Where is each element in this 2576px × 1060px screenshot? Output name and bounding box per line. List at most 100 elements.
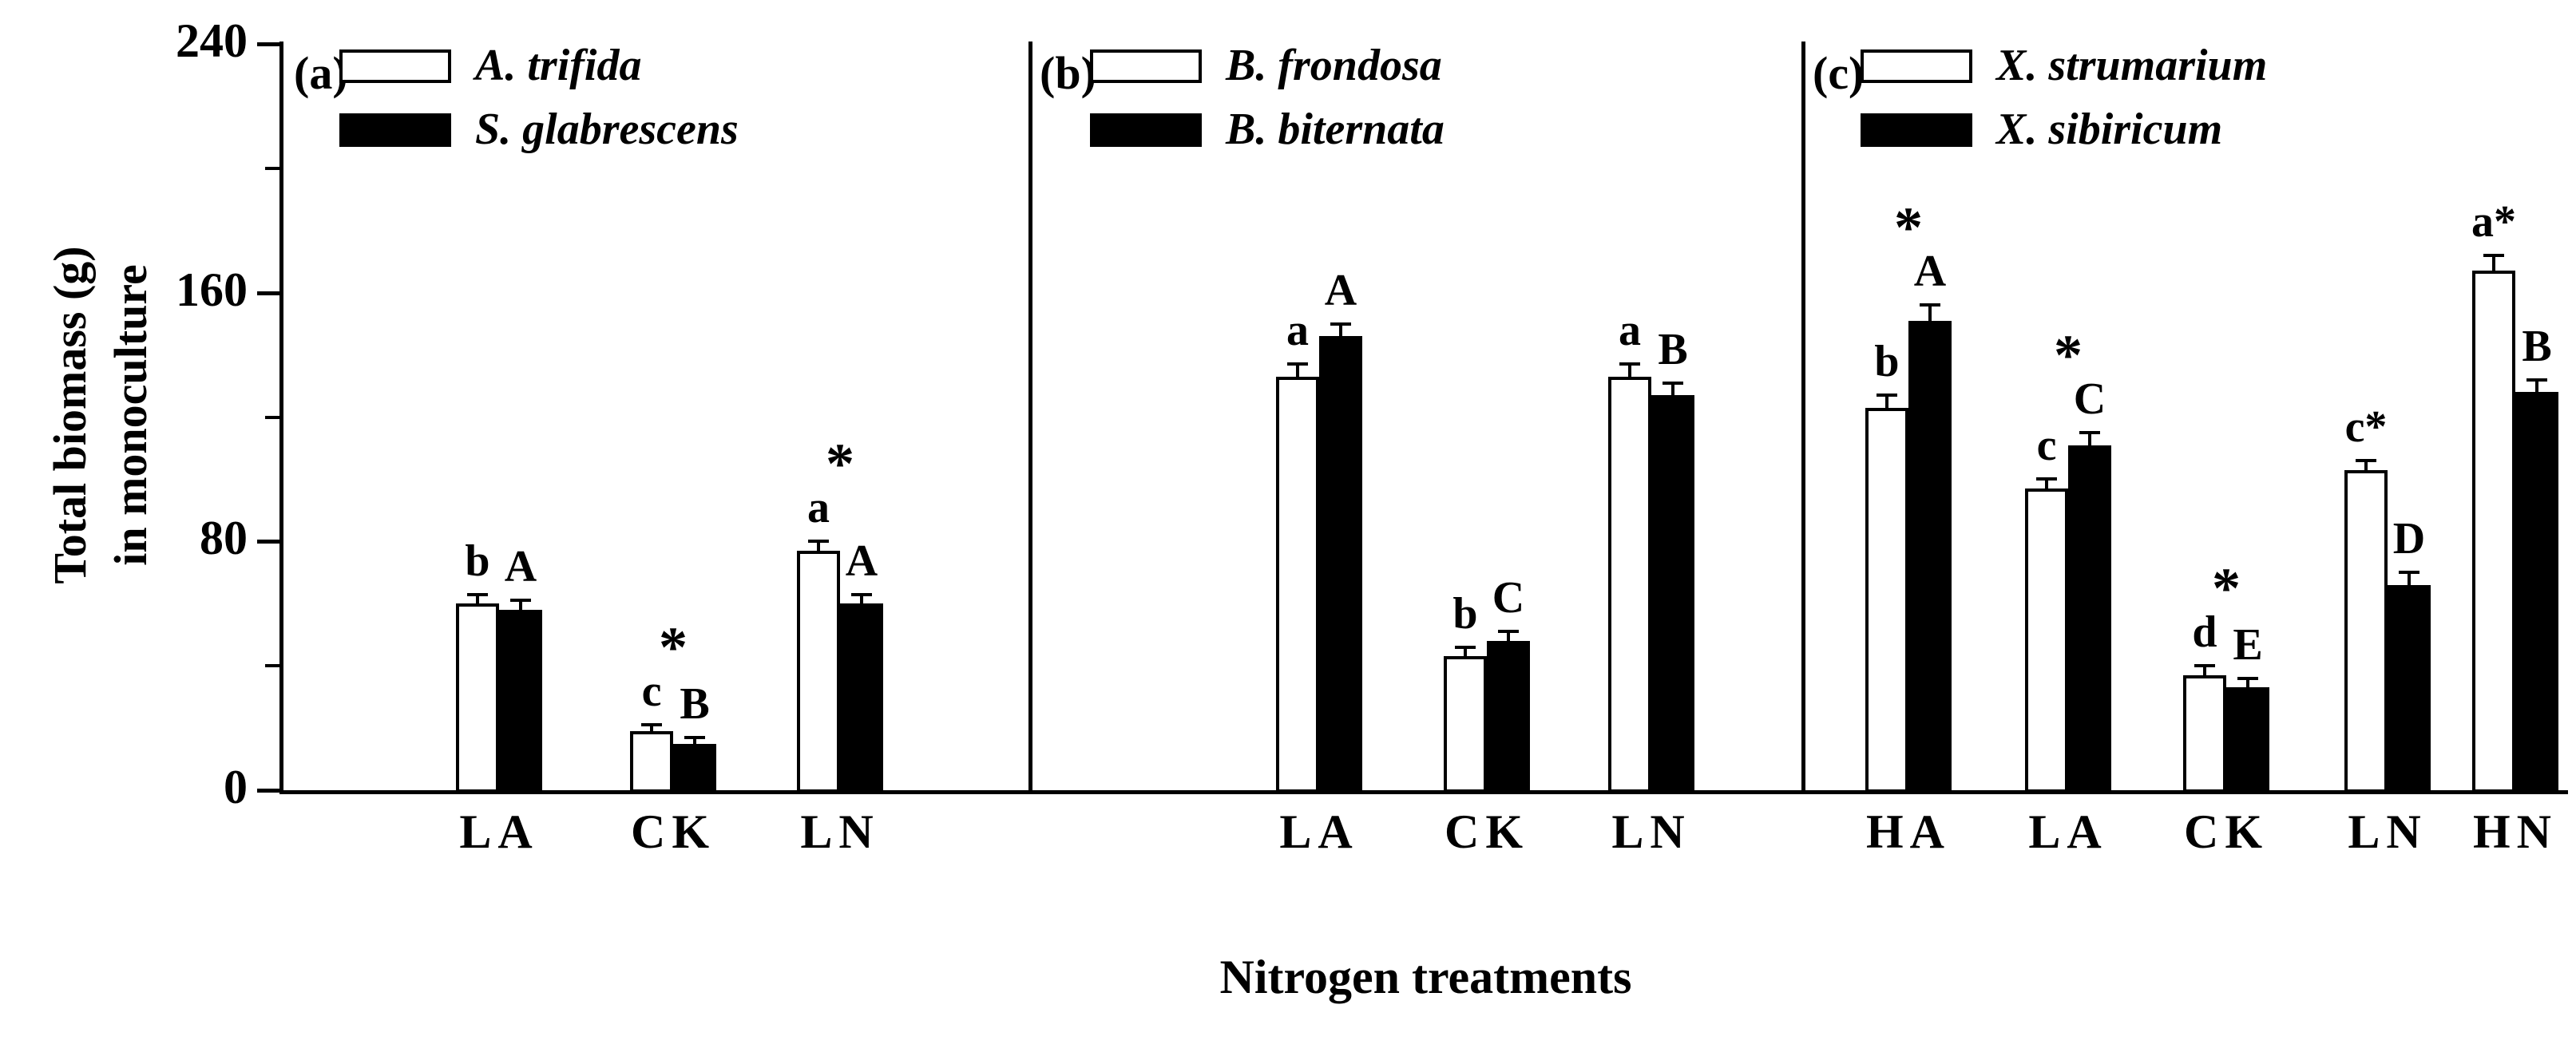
error-bar-cap — [684, 735, 705, 739]
error-bar-cap — [2079, 430, 2100, 434]
error-bar-line — [2246, 678, 2249, 688]
y-tick-minor — [265, 166, 279, 170]
bar-open — [2183, 674, 2226, 793]
bar-solid — [1651, 395, 1694, 793]
error-bar-cap — [2356, 459, 2376, 463]
error-bar-cap — [1619, 362, 1640, 366]
bar-solid — [2515, 392, 2558, 793]
x-category-label: HN — [2473, 805, 2558, 858]
x-category-label: LA — [459, 805, 539, 858]
bar-letter-label: a* — [2471, 196, 2516, 247]
error-bar-line — [2088, 432, 2091, 445]
error-bar-cap — [1455, 645, 1476, 649]
error-bar-line — [1885, 395, 1888, 408]
bar-open — [797, 551, 840, 793]
legend-swatch-solid — [1090, 113, 1202, 147]
bar-solid — [2068, 445, 2111, 793]
bar-letter-label: b — [1874, 337, 1900, 387]
bar-letter-label: C — [2073, 374, 2106, 424]
bar-letter-label: D — [2392, 514, 2426, 564]
bar-solid — [2388, 584, 2431, 793]
error-bar-cap — [1498, 630, 1519, 634]
legend-label: X. sibiricum — [1996, 105, 2223, 154]
error-bar-cap — [1877, 394, 1897, 398]
error-bar-cap — [1920, 303, 1940, 307]
error-bar-line — [693, 737, 696, 744]
bar-open — [2472, 271, 2515, 793]
bar-solid — [499, 610, 542, 793]
error-bar-line — [2045, 479, 2048, 489]
y-axis-title-line2: in monoculture — [105, 264, 157, 566]
bar-letter-label: C — [1492, 573, 1525, 623]
y-tick-label: 80 — [200, 512, 248, 565]
bar-open — [1444, 656, 1487, 793]
significance-star: * — [2054, 322, 2083, 387]
bar-open — [630, 730, 673, 793]
error-bar-cap — [1287, 362, 1308, 366]
error-bar-line — [2535, 379, 2538, 393]
y-tick-minor — [265, 415, 279, 419]
x-axis-title: Nitrogen treatments — [1219, 951, 1632, 1003]
error-bar-cap — [510, 599, 531, 603]
error-bar-cap — [2483, 253, 2504, 257]
bar-letter-label: d — [2192, 607, 2217, 658]
x-category-label: CK — [631, 805, 715, 858]
x-category-label: LN — [800, 805, 880, 858]
bar-letter-label: B — [2522, 321, 2552, 371]
x-category-label: CK — [1445, 805, 1529, 858]
x-category-label: CK — [2184, 805, 2269, 858]
bar-letter-label: E — [2233, 619, 2263, 670]
x-category-label: HA — [1866, 805, 1951, 858]
error-bar-cap — [2036, 477, 2057, 481]
legend-label: B. biternata — [1226, 105, 1445, 154]
bar-open — [1865, 407, 1908, 793]
significance-star: * — [826, 432, 854, 496]
bar-letter-label: b — [465, 536, 490, 586]
error-bar-line — [1928, 305, 1932, 321]
error-bar-cap — [2526, 378, 2547, 382]
y-axis-line — [279, 42, 283, 794]
error-bar-line — [1507, 631, 1510, 641]
legend-swatch-solid — [339, 113, 451, 147]
error-bar-cap — [641, 723, 662, 727]
error-bar-line — [476, 594, 479, 604]
error-bar-cap — [2194, 664, 2215, 668]
x-category-label: LN — [2348, 805, 2427, 858]
x-category-label: LA — [1279, 805, 1359, 858]
error-bar-cap — [1330, 322, 1351, 326]
error-bar-cap — [467, 592, 488, 596]
bar-open — [2025, 488, 2068, 793]
error-bar-line — [1628, 364, 1631, 377]
bar-letter-label: c — [641, 666, 662, 717]
bar-solid — [1487, 641, 1530, 793]
panel-label: (b) — [1040, 47, 1096, 99]
error-bar-line — [2408, 572, 2411, 585]
bar-letter-label: B — [1658, 324, 1688, 374]
bar-letter-label: a — [1619, 306, 1641, 356]
bar-open — [456, 603, 499, 793]
x-category-label: LN — [1611, 805, 1691, 858]
bar-open — [1276, 376, 1319, 793]
error-bar-line — [650, 725, 653, 731]
y-tick-major — [257, 291, 279, 295]
y-tick-major — [257, 42, 279, 46]
bar-solid — [2226, 687, 2269, 793]
error-bar-line — [519, 600, 522, 611]
significance-star: * — [1894, 196, 1923, 260]
bar-letter-label: a — [1286, 306, 1309, 356]
y-tick-major — [257, 789, 279, 793]
y-tick-label: 240 — [176, 14, 248, 67]
panel-divider-line — [1028, 42, 1032, 794]
bar-letter-label: A — [1913, 247, 1947, 297]
y-tick-major — [257, 540, 279, 544]
significance-star: * — [659, 615, 688, 680]
x-axis-line — [279, 790, 2568, 794]
bar-letter-label: B — [680, 678, 710, 729]
legend-label: B. frondosa — [1226, 41, 1442, 90]
y-tick-minor — [265, 664, 279, 668]
error-bar-line — [2203, 666, 2206, 675]
significance-star: * — [2212, 556, 2241, 621]
error-bar-line — [1339, 323, 1342, 337]
bar-open — [1608, 376, 1651, 793]
